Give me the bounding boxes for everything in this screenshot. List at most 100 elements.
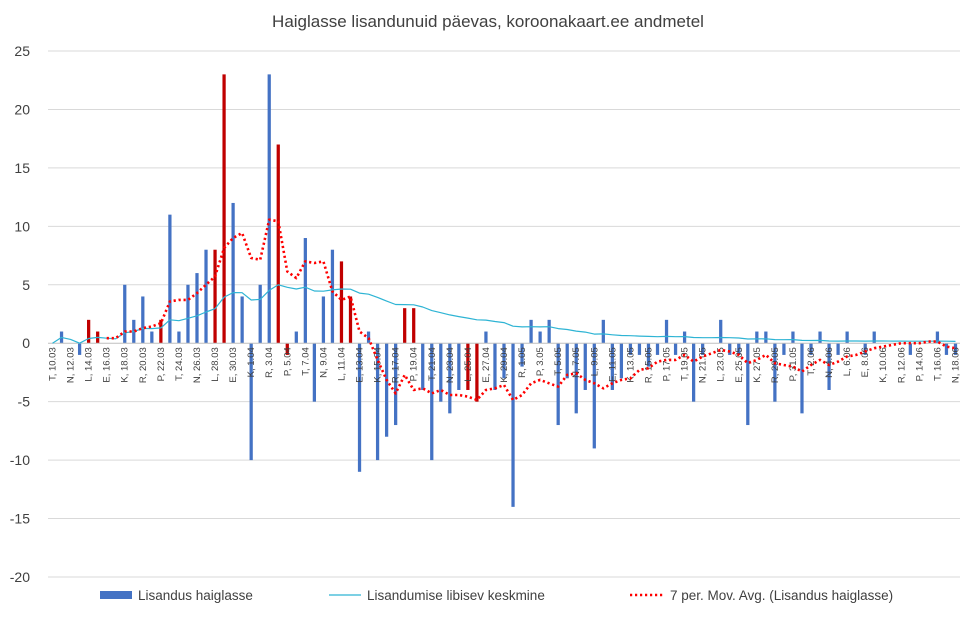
y-tick-label: 15	[14, 160, 30, 176]
bar	[800, 343, 804, 414]
bar	[475, 343, 479, 402]
x-tick-label: N, 12.03	[66, 347, 77, 383]
y-tick-label: -20	[10, 569, 30, 585]
legend-item-ma7: 7 per. Mov. Avg. (Lisandus haiglasse)	[630, 588, 893, 603]
bar	[77, 343, 82, 355]
bar	[628, 343, 633, 355]
x-tick-label: L, 9.05	[589, 347, 600, 376]
bar	[177, 331, 181, 344]
x-tick-label: K, 29.04	[499, 347, 510, 382]
x-tick-label: K, 1.04	[246, 347, 257, 377]
bar	[556, 343, 560, 426]
x-tick-label: R, 20.03	[138, 347, 149, 383]
x-tick-label: K, 15.04	[373, 347, 384, 382]
x-tick-label: K, 18.03	[120, 347, 131, 382]
y-tick-label: 25	[14, 43, 30, 59]
x-tick-label: L, 23.05	[716, 347, 727, 381]
bar	[908, 343, 912, 355]
bar	[348, 296, 353, 344]
bar	[168, 214, 172, 344]
bar	[412, 308, 416, 344]
x-tick-label: K, 13.05	[625, 347, 636, 382]
x-tick-label: N, 18.06	[950, 347, 961, 383]
bar	[123, 284, 127, 344]
bar	[249, 343, 253, 461]
bar	[421, 343, 425, 390]
x-tick-label: L, 6.06	[842, 347, 853, 376]
x-tick-label: T, 2.06	[806, 347, 817, 376]
x-tick-label: N, 7.05	[571, 347, 582, 378]
x-tick-label: P, 5.04	[282, 347, 293, 376]
x-tick-label: R, 29.05	[770, 347, 781, 383]
bar	[728, 343, 732, 355]
bar	[87, 319, 91, 344]
bar	[231, 202, 235, 344]
x-tick-label: E, 8.06	[860, 347, 871, 377]
bar	[357, 343, 362, 472]
bar	[719, 319, 723, 344]
legend-label-bars: Lisandus haiglasse	[138, 588, 253, 603]
x-tick-label: T, 21.04	[427, 347, 438, 381]
bar	[439, 343, 443, 402]
bar	[258, 284, 262, 344]
bar	[574, 343, 578, 414]
x-tick-label: P, 17.05	[662, 347, 673, 381]
bar	[484, 331, 488, 344]
moving-average-line	[52, 284, 956, 344]
y-tick-label: 0	[22, 335, 30, 351]
x-axis-ticks: T, 10.03 N, 12.03 L, 14.03 E, 16.03 K, 18.03…	[48, 347, 962, 383]
legend-label-ma7: 7 per. Mov. Avg. (Lisandus haiglasse)	[670, 588, 893, 603]
bar	[448, 343, 452, 414]
x-tick-label: E, 11.05	[607, 347, 618, 382]
bar	[836, 343, 840, 355]
y-tick-label: -15	[10, 511, 30, 527]
bar	[773, 343, 777, 402]
bar	[646, 343, 651, 367]
bar	[384, 343, 389, 437]
bar	[818, 331, 822, 344]
bar	[330, 249, 335, 344]
x-tick-label: E, 25.05	[734, 347, 745, 382]
x-tick-label: P, 3.05	[535, 347, 546, 376]
x-tick-label: T, 7.04	[300, 347, 311, 376]
bar	[872, 331, 876, 344]
bar	[610, 343, 614, 390]
bar-series	[59, 74, 958, 507]
x-tick-label: T, 24.03	[174, 347, 185, 381]
bar	[457, 343, 461, 390]
bar	[186, 284, 190, 344]
bar	[845, 331, 849, 344]
x-tick-label: N, 21.05	[698, 347, 709, 383]
legend-item-ma: Lisandumise libisev keskmine	[329, 588, 545, 603]
x-tick-label: N, 4.06	[824, 347, 835, 378]
x-tick-label: K, 27.05	[752, 347, 763, 382]
bar	[204, 249, 208, 344]
bar	[240, 296, 244, 344]
legend-item-bars: Lisandus haiglasse	[100, 588, 253, 603]
x-tick-label: T, 5.05	[553, 347, 564, 376]
bar	[691, 343, 696, 402]
y-tick-label: 20	[14, 101, 30, 117]
bar	[538, 331, 542, 344]
bar	[195, 273, 199, 344]
bar	[159, 319, 163, 344]
y-tick-label: 5	[22, 277, 30, 293]
x-tick-label: K, 10.06	[878, 347, 889, 382]
x-tick-label: L, 28.03	[210, 347, 221, 381]
bar	[403, 308, 407, 344]
x-tick-label: E, 30.03	[228, 347, 239, 382]
x-tick-label: E, 27.04	[481, 347, 492, 382]
bar	[565, 343, 569, 379]
gridlines	[48, 50, 960, 578]
bar	[150, 331, 154, 344]
legend-label-ma: Lisandumise libisev keskmine	[367, 588, 545, 603]
x-tick-label: T, 10.03	[48, 347, 59, 381]
legend-swatch-bars	[100, 591, 132, 599]
bar	[944, 343, 949, 355]
chart-title: Haiglasse lisandunuid päevas, koroonakaa…	[272, 12, 704, 31]
bar	[466, 343, 470, 390]
x-tick-label: N, 23.04	[445, 347, 456, 383]
x-tick-label: R, 1.05	[517, 347, 528, 378]
bar	[601, 319, 605, 344]
bar	[339, 261, 344, 344]
